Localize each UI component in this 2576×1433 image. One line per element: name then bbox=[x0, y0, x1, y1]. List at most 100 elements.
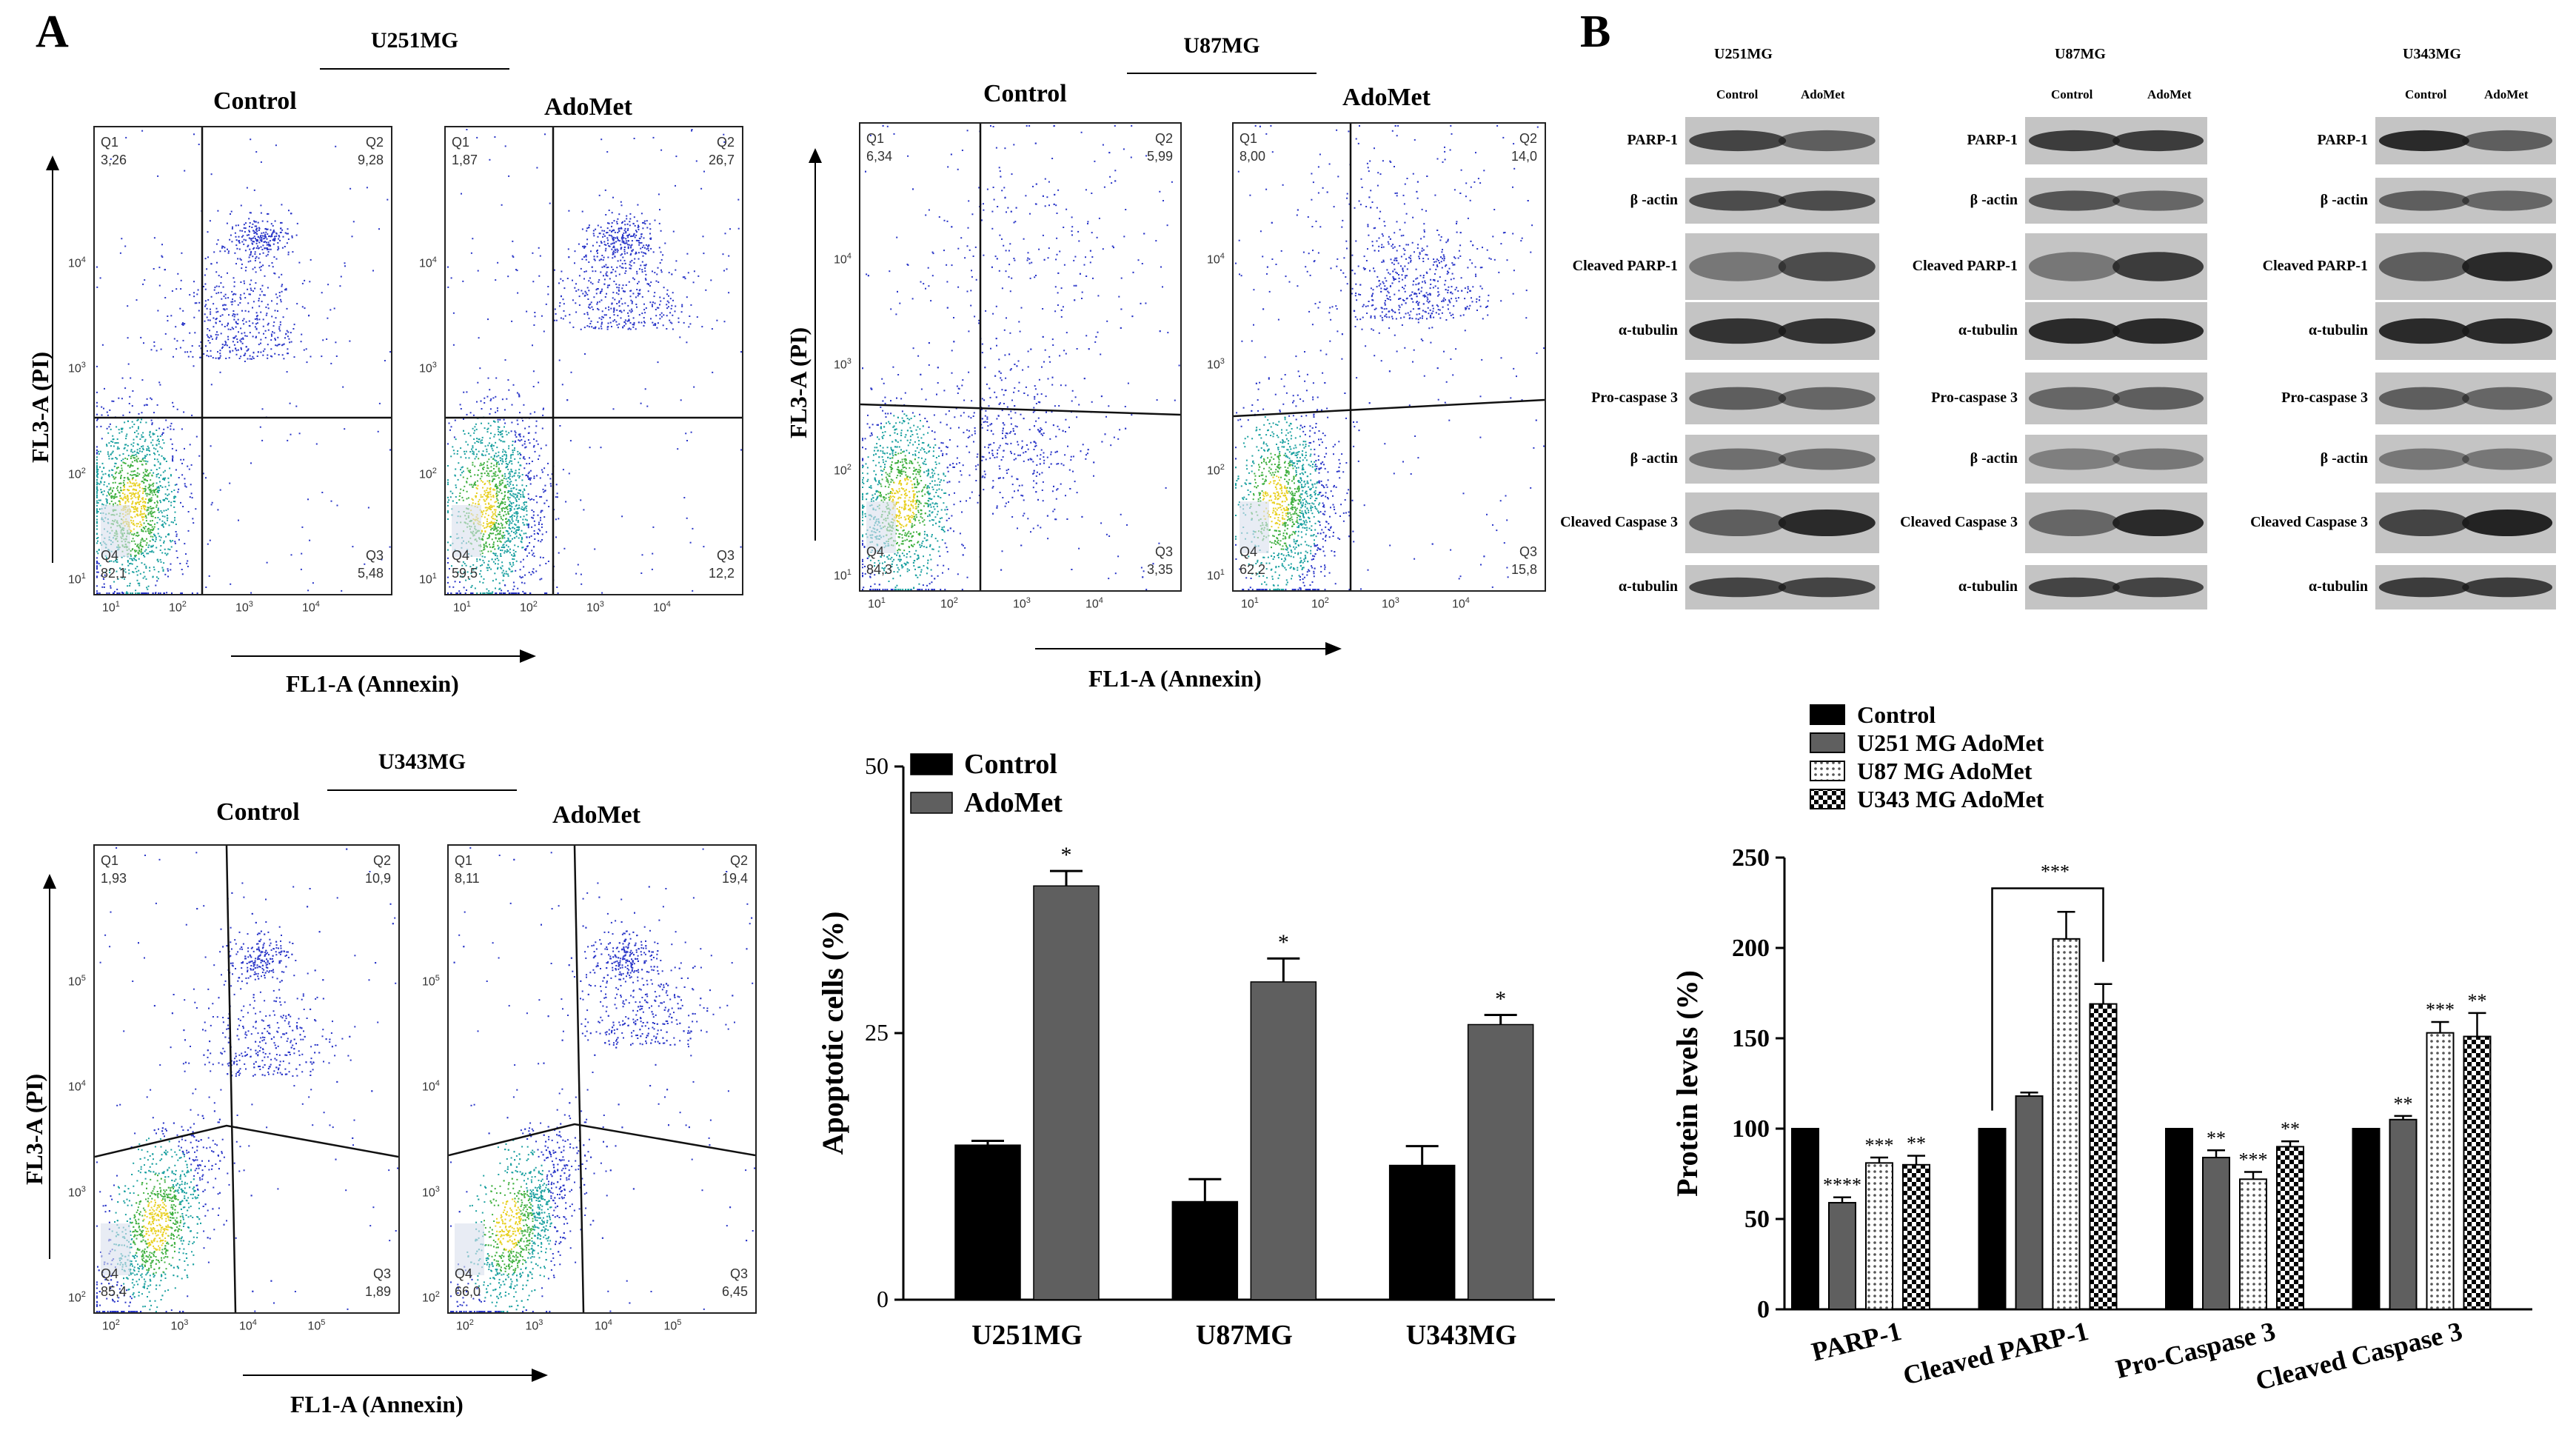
flow-event bbox=[147, 461, 149, 463]
flow-event bbox=[140, 461, 142, 462]
flow-event bbox=[461, 467, 463, 469]
flow-event bbox=[116, 438, 118, 440]
flow-event bbox=[581, 290, 583, 292]
flow-event bbox=[128, 569, 130, 571]
flow-event bbox=[488, 491, 490, 493]
flow-event bbox=[493, 526, 495, 528]
flow-event bbox=[267, 213, 268, 215]
flow-event bbox=[495, 515, 498, 518]
flow-event bbox=[652, 324, 655, 326]
flow-event bbox=[152, 507, 153, 510]
flow-event bbox=[494, 485, 496, 487]
flow-event bbox=[513, 558, 515, 561]
flow-event bbox=[583, 295, 586, 297]
flow-event bbox=[618, 300, 620, 302]
flow-event bbox=[1050, 453, 1052, 455]
flow-event bbox=[335, 355, 338, 357]
flow-event bbox=[658, 247, 660, 249]
flow-event bbox=[168, 534, 170, 536]
flow-event bbox=[244, 282, 245, 284]
flow-event bbox=[175, 535, 178, 538]
flow-event bbox=[148, 493, 150, 495]
flow-event bbox=[485, 512, 487, 515]
flow-event bbox=[697, 275, 700, 277]
flow-event bbox=[583, 509, 585, 511]
flow-event bbox=[645, 279, 647, 281]
flow-event bbox=[618, 301, 620, 304]
flow-event bbox=[638, 252, 640, 254]
flow-event bbox=[173, 501, 175, 502]
flow-event bbox=[233, 281, 235, 283]
flow-event bbox=[108, 560, 110, 562]
flow-event bbox=[210, 504, 213, 506]
flow-event bbox=[490, 506, 492, 508]
flow-event bbox=[153, 447, 155, 450]
flow-event bbox=[447, 592, 449, 594]
flow-event bbox=[221, 347, 223, 350]
flow-event bbox=[261, 240, 263, 242]
flow-event bbox=[217, 239, 219, 241]
flow-event bbox=[703, 253, 705, 255]
flow-event bbox=[131, 426, 133, 428]
flow-event bbox=[278, 326, 281, 328]
flow-event bbox=[629, 224, 631, 227]
flow-event bbox=[143, 501, 145, 503]
flow-event bbox=[683, 497, 686, 498]
flow-event bbox=[131, 478, 133, 481]
flow-event bbox=[631, 244, 633, 246]
flow-event bbox=[600, 290, 603, 293]
flow-event bbox=[210, 313, 212, 315]
flow-event bbox=[637, 295, 639, 297]
flow-event bbox=[204, 300, 207, 302]
flow-event bbox=[153, 527, 155, 530]
flow-event bbox=[518, 492, 521, 495]
flow-event bbox=[509, 540, 512, 542]
flow-event bbox=[96, 592, 98, 594]
flow-event bbox=[140, 551, 142, 553]
gate-region bbox=[101, 505, 130, 557]
flow-event bbox=[525, 446, 527, 448]
flow-event bbox=[457, 478, 459, 481]
flow-event bbox=[155, 482, 158, 484]
flow-event bbox=[563, 303, 565, 305]
flow-event bbox=[129, 481, 131, 482]
flow-event bbox=[669, 319, 671, 321]
flow-event bbox=[148, 501, 150, 503]
flow-event bbox=[127, 498, 129, 501]
flow-event bbox=[249, 355, 251, 357]
flow-event bbox=[119, 567, 121, 569]
flow-event bbox=[618, 293, 620, 295]
flow-event bbox=[137, 475, 139, 477]
flow-event bbox=[498, 513, 500, 515]
flow-event bbox=[641, 261, 643, 263]
flow-event bbox=[132, 477, 134, 479]
flow-event bbox=[996, 456, 998, 458]
flow-event bbox=[691, 130, 692, 132]
flow-event bbox=[261, 235, 264, 237]
flow-event bbox=[98, 453, 100, 455]
flow-event bbox=[484, 427, 486, 430]
flow-event bbox=[170, 315, 173, 317]
flow-event bbox=[252, 355, 254, 358]
flow-event bbox=[616, 287, 618, 289]
flow-event bbox=[492, 444, 495, 447]
flow-event bbox=[197, 289, 199, 291]
flow-event bbox=[635, 328, 637, 330]
flow-event bbox=[483, 522, 485, 524]
flow-event bbox=[487, 592, 489, 594]
flow-event bbox=[483, 510, 485, 512]
flow-event bbox=[120, 490, 122, 491]
flow-event bbox=[542, 557, 544, 558]
flow-event bbox=[513, 527, 515, 530]
flow-event bbox=[638, 228, 640, 230]
flow-event bbox=[292, 251, 294, 253]
flow-event bbox=[616, 303, 618, 304]
flow-event bbox=[640, 241, 643, 244]
flow-event bbox=[481, 511, 484, 513]
flow-event bbox=[578, 243, 580, 245]
flow-event bbox=[612, 247, 615, 248]
flow-event bbox=[104, 571, 106, 573]
flow-event bbox=[477, 484, 479, 487]
flow-event bbox=[723, 133, 725, 136]
flow-event bbox=[288, 210, 290, 212]
